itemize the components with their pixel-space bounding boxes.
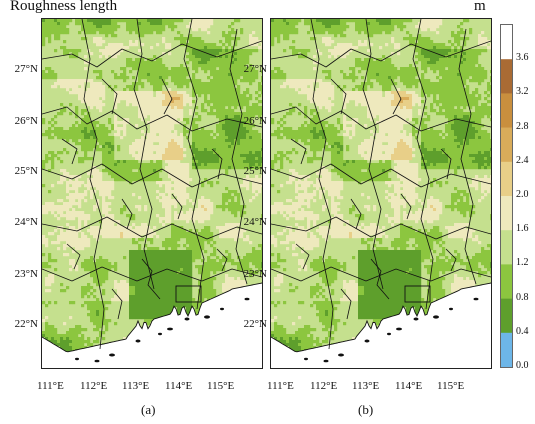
panel-label-a: (a) — [141, 402, 156, 417]
colorbar-tick-label: 2.4 — [516, 154, 529, 166]
colorbar-tick-label: 1.6 — [516, 223, 529, 235]
colorbar-tick-label: 1.2 — [516, 257, 529, 269]
roughness-map-a — [42, 19, 262, 368]
colorbar-swatch — [501, 196, 512, 231]
colorbar — [500, 24, 513, 368]
lon-label-111-b: 111°E — [267, 380, 294, 392]
colorbar-swatch — [501, 332, 512, 367]
lat-label-22: 22°N — [14, 318, 38, 330]
colorbar-tick-label: 2.0 — [516, 189, 529, 200]
colorbar-swatch — [501, 59, 512, 94]
lat-label-25: 25°N — [14, 165, 38, 177]
lon-label-112: 112°E — [80, 380, 108, 392]
lon-label-112-b: 112°E — [310, 380, 338, 392]
lat-label-24-b: 24°N — [243, 216, 267, 228]
lon-label-111: 111°E — [37, 380, 64, 392]
lon-label-113-b: 113°E — [352, 380, 380, 392]
colorbar-tick-label: 3.6 — [516, 52, 529, 64]
panel-label-b: (b) — [358, 402, 374, 417]
roughness-raster — [271, 19, 491, 368]
colorbar-tick-label: 3.2 — [516, 86, 529, 98]
lon-label-115-b: 115°E — [437, 380, 465, 392]
hong-kong-box — [404, 285, 431, 303]
colorbar-tick-label: 0.8 — [516, 291, 529, 303]
map-panel-b — [270, 18, 492, 369]
colorbar-swatch — [501, 127, 512, 163]
roughness-map-b — [271, 19, 491, 368]
lat-label-23: 23°N — [14, 268, 38, 280]
colorbar-swatch — [501, 264, 512, 299]
map-panel-a — [41, 18, 263, 369]
colorbar-tick-label: 2.8 — [516, 120, 529, 132]
colorbar-swatch — [501, 25, 512, 60]
colorbar-swatch — [501, 161, 512, 197]
lat-label-24: 24°N — [14, 216, 38, 228]
unit-label: m — [474, 0, 486, 14]
colorbar-swatch — [501, 93, 512, 128]
lat-label-27-b: 27°N — [243, 63, 267, 75]
sea-area — [42, 282, 262, 368]
lon-label-115: 115°E — [207, 380, 235, 392]
colorbar-swatch — [501, 298, 512, 334]
colorbar-swatches — [501, 25, 512, 367]
colorbar-swatch — [501, 230, 512, 265]
colorbar-tick-label: 0.0 — [516, 360, 529, 371]
lon-label-114-b: 114°E — [395, 380, 423, 392]
sea-area — [271, 282, 491, 368]
county-borders — [42, 19, 262, 350]
colorbar-tick-label: 0.4 — [516, 325, 529, 337]
lat-label-26: 26°N — [14, 115, 38, 127]
map-title: Roughness length — [10, 0, 118, 14]
lat-label-25-b: 25°N — [243, 165, 267, 177]
lat-label-27: 27°N — [14, 63, 38, 75]
lat-label-26-b: 26°N — [243, 115, 267, 127]
lon-label-113: 113°E — [122, 380, 150, 392]
lat-label-23-b: 23°N — [243, 268, 267, 280]
lat-label-22-b: 22°N — [243, 318, 267, 330]
lon-label-114: 114°E — [165, 380, 193, 392]
county-borders — [271, 19, 491, 350]
hong-kong-box — [175, 285, 202, 303]
